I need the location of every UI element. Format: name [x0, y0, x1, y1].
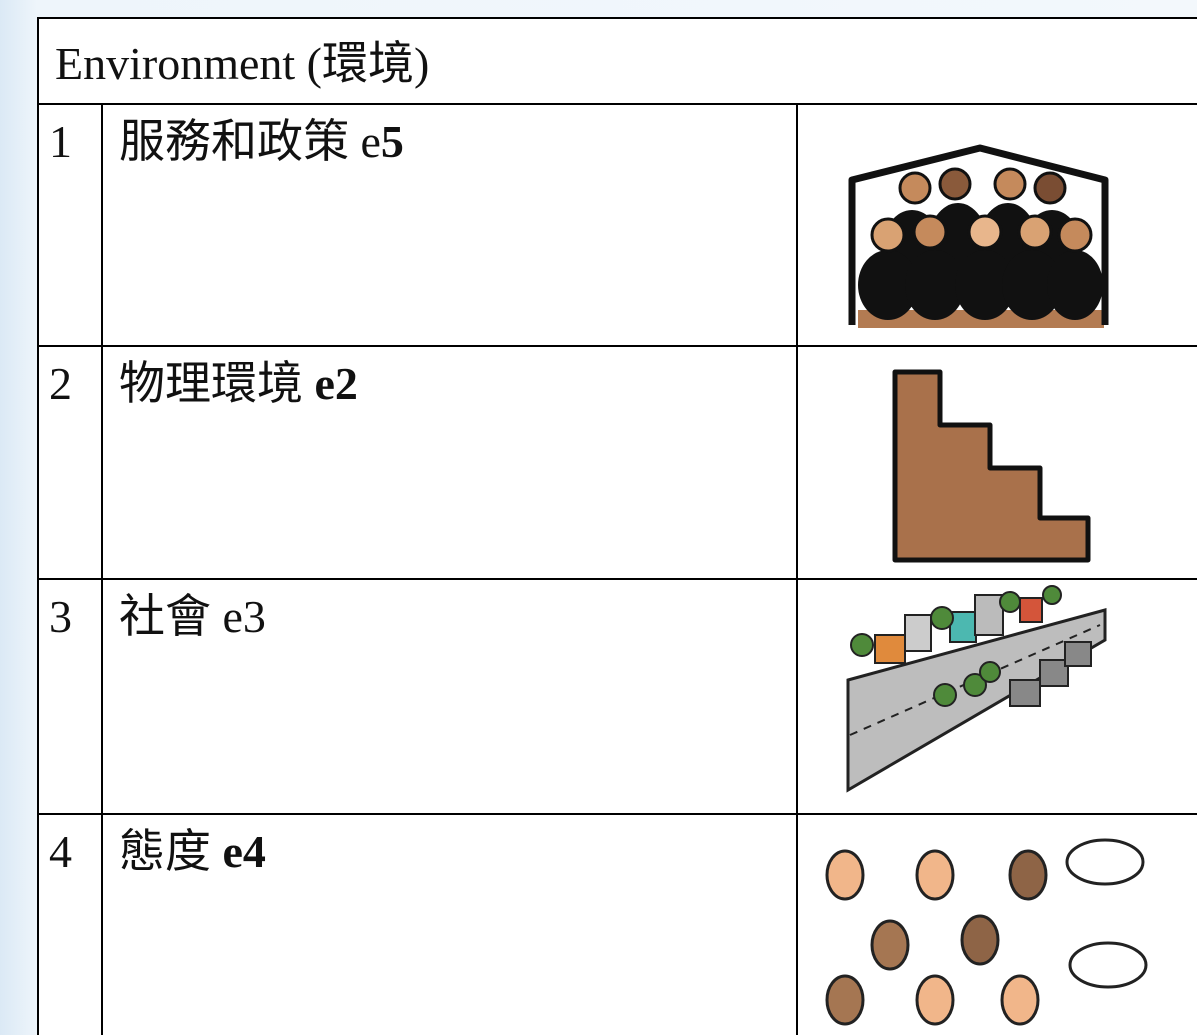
code: e4 — [223, 826, 266, 877]
number-cell: 2 — [37, 345, 103, 580]
number-cell: 3 — [37, 578, 103, 815]
code-run: e4 — [222, 826, 266, 877]
number-cell: 1 — [37, 103, 103, 347]
code-run: e3 — [222, 591, 266, 642]
label-cell: 態度 e4 — [101, 813, 798, 1035]
icon-cell — [796, 578, 1197, 815]
label-text: 態度 — [119, 826, 211, 877]
icon-cell — [796, 345, 1197, 580]
header-text: Environment (環境) — [55, 38, 430, 89]
row-number: 3 — [49, 591, 72, 642]
row-label: 社會 e3 — [119, 594, 266, 640]
row-number: 4 — [49, 826, 72, 877]
row-label: 態度 e4 — [119, 829, 266, 875]
icon-cell — [796, 813, 1197, 1035]
row-number: 1 — [49, 116, 72, 167]
code-run: e2 — [314, 358, 358, 409]
code: e3 — [223, 591, 266, 642]
label-text: 物理環境 — [119, 358, 303, 409]
header-cell: Environment (環境) — [37, 17, 1197, 105]
code-run: e — [360, 116, 381, 167]
row-number: 2 — [49, 358, 72, 409]
row-label: 服務和政策 e5 — [119, 119, 404, 165]
label-cell: 社會 e3 — [101, 578, 798, 815]
code-run: 5 — [380, 116, 404, 167]
code: e5 — [361, 116, 404, 167]
label-cell: 物理環境 e2 — [101, 345, 798, 580]
label-text: 服務和政策 — [119, 116, 349, 167]
label-cell: 服務和政策 e5 — [101, 103, 798, 347]
number-cell: 4 — [37, 813, 103, 1035]
code: e2 — [315, 358, 358, 409]
label-text: 社會 — [119, 591, 211, 642]
icon-cell — [796, 103, 1197, 347]
row-label: 物理環境 e2 — [119, 361, 358, 407]
